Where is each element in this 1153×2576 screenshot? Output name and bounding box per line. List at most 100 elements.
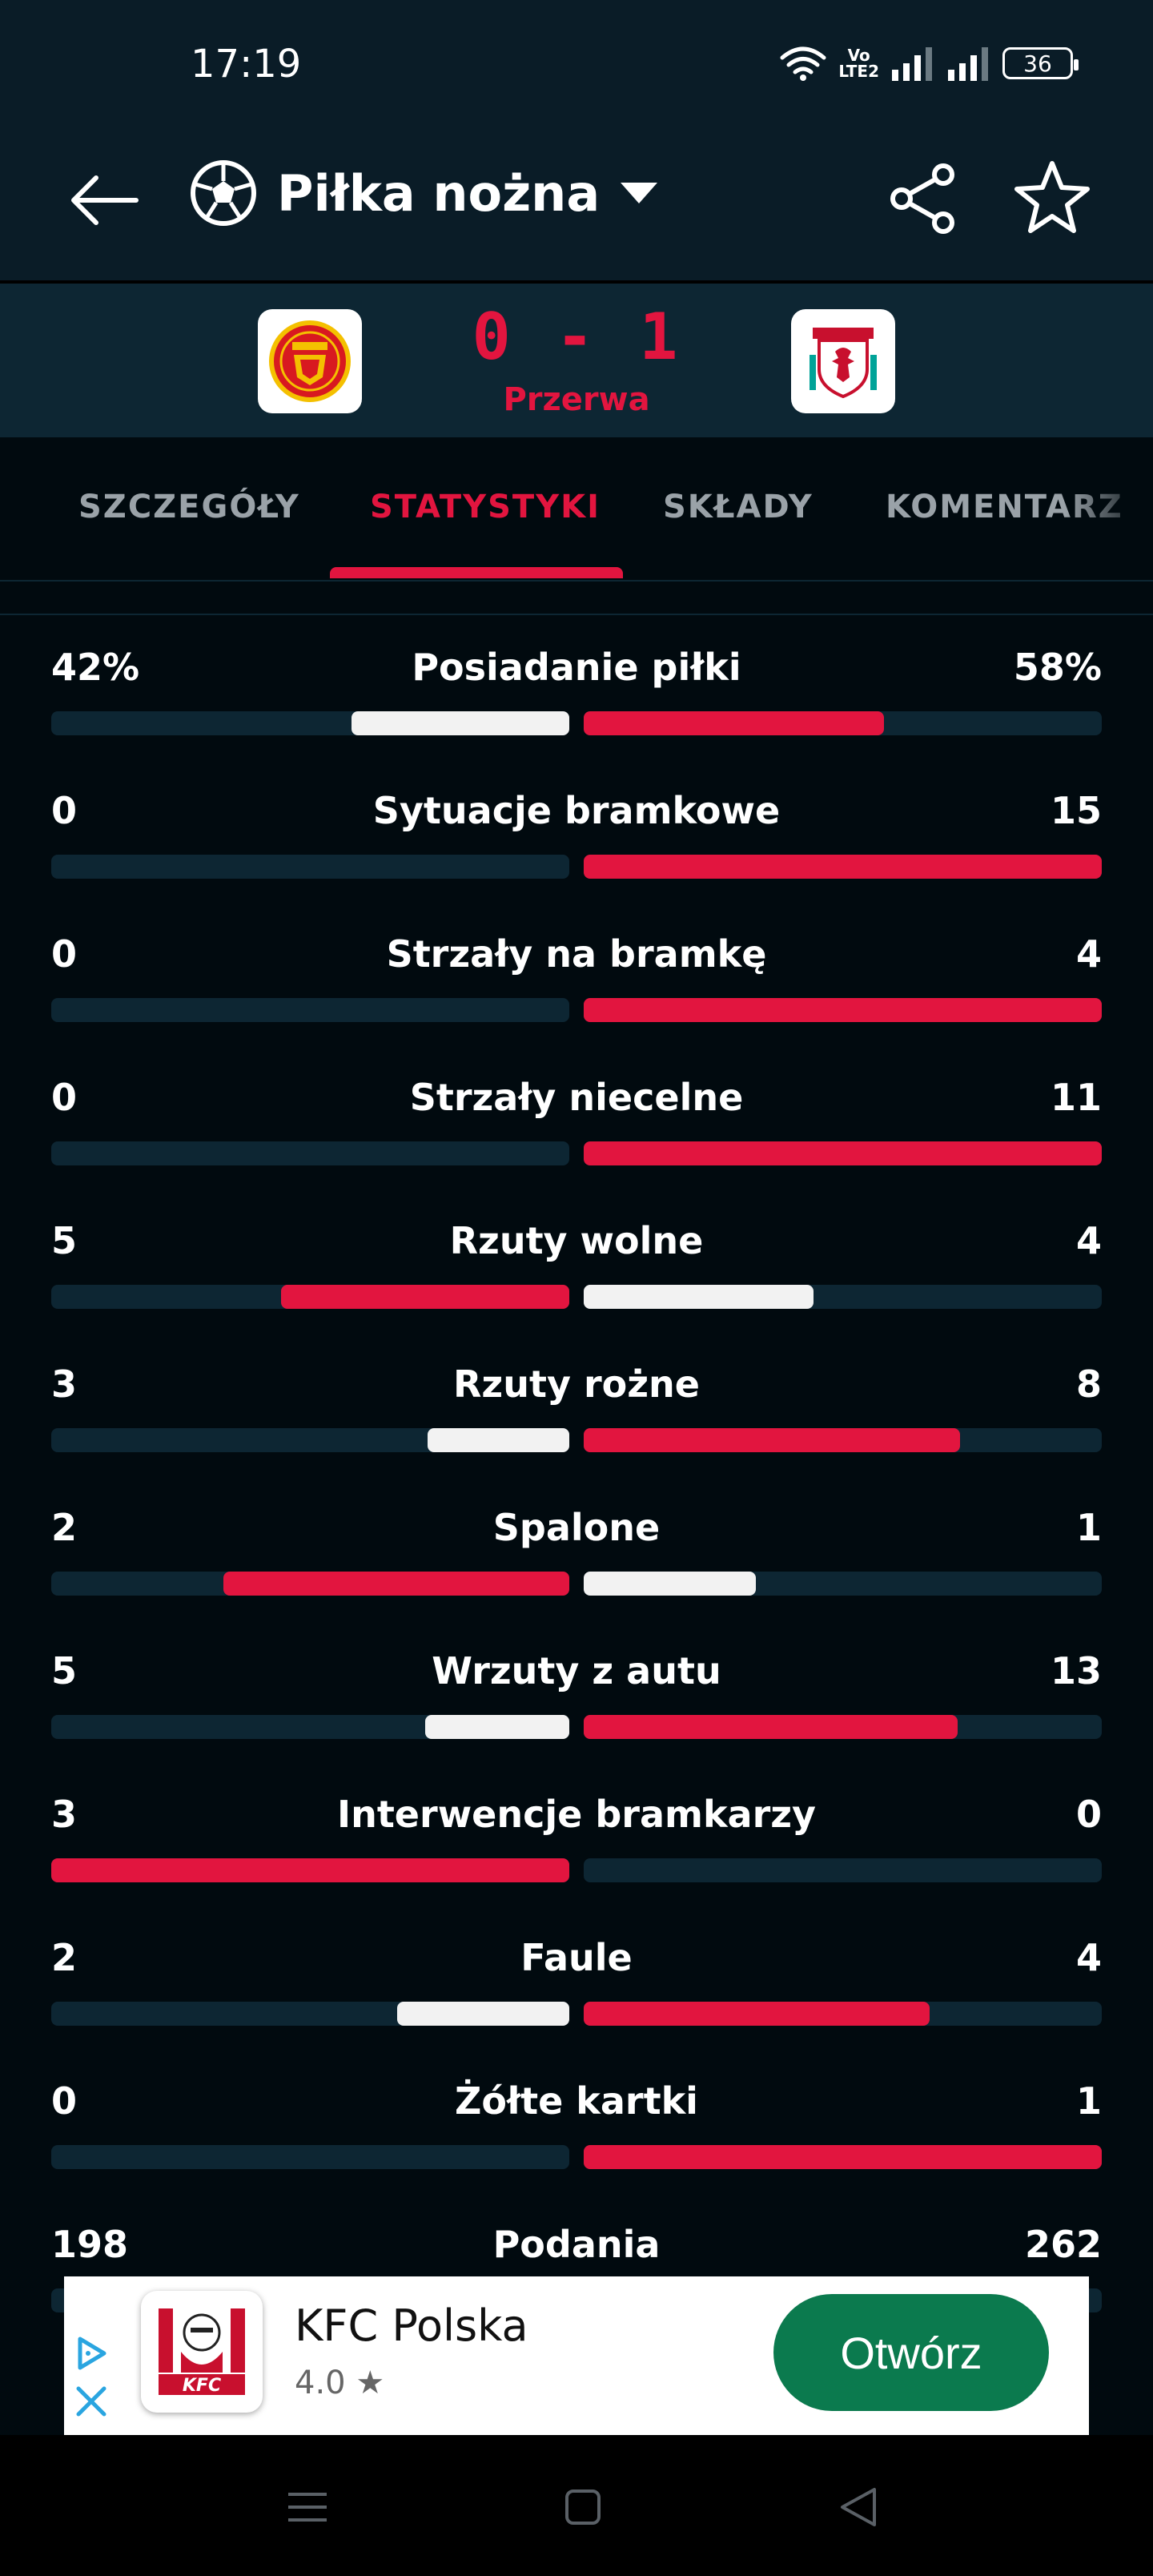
app-bar: Piłka nożna [0,128,1153,280]
signal-icon [948,47,988,81]
divider [0,614,1153,615]
ad-rating: 4.0 ★ [295,2365,385,2401]
stat-away-bar [584,1428,960,1452]
kfc-logo-icon: KFC [159,2308,245,2396]
home-team-crest[interactable] [258,309,362,413]
tabs-fade [1065,437,1153,582]
stat-name: Spalone [492,1506,661,1549]
stat-away-track [584,1858,1102,1882]
stat-away-value: 262 [1024,2223,1102,2266]
stat-name: Faule [520,1936,633,1979]
tab-bar: SZCZEGÓŁY STATYSTYKI SKŁADY KOMENTARZ [0,437,1153,582]
stat-home-bar [425,1715,569,1739]
stat-home-track [51,1715,569,1739]
stat-home-bar [428,1428,569,1452]
stat-home-bar [397,2002,569,2026]
stat-away-bar [584,1141,1102,1165]
stat-home-value: 3 [51,1793,78,1836]
wifi-icon [780,46,826,81]
stat-row: 0 Strzały na bramkę 4 [51,902,1102,1045]
tab-statystyki[interactable]: STATYSTYKI [370,489,601,525]
stat-away-value: 58% [1013,646,1102,689]
stat-home-value: 0 [51,789,78,832]
home-square-icon[interactable] [559,2483,607,2531]
stat-away-bar [584,998,1102,1022]
active-tab-indicator [330,567,623,578]
stat-home-value: 0 [51,2079,78,2123]
back-arrow-icon[interactable] [64,160,144,240]
stat-row: 5 Wrzuty z autu 13 [51,1619,1102,1762]
tab-szczegoly[interactable]: SZCZEGÓŁY [78,489,300,525]
dropdown-caret-icon [621,183,658,203]
battery-icon: 36 [1002,47,1079,79]
status-bar: 17:19 Vo LTE2 36 [0,0,1153,128]
away-team-crest[interactable] [791,309,895,413]
ad-open-button[interactable]: Otwórz [773,2294,1049,2411]
stat-row: 2 Faule 4 [51,1906,1102,2049]
stat-home-track [51,2145,569,2169]
stat-home-track [51,1285,569,1309]
volte-line2: LTE2 [838,62,879,81]
stat-home-track [51,1858,569,1882]
stat-row: 0 Strzały niecelne 11 [51,1045,1102,1189]
stat-row: 5 Rzuty wolne 4 [51,1189,1102,1332]
stat-away-track [584,1428,1102,1452]
stat-away-value: 4 [1075,1936,1102,1979]
stat-name: Żółte kartki [455,2079,698,2123]
stat-away-value: 1 [1075,1506,1102,1549]
stat-away-track [584,1285,1102,1309]
stat-away-bar [584,1572,756,1596]
manchester-united-crest [269,320,351,402]
star-icon[interactable] [1012,157,1092,237]
menu-icon[interactable] [283,2483,331,2531]
stat-home-track [51,1428,569,1452]
stat-away-bar [584,2002,930,2026]
stat-row: 0 Żółte kartki 1 [51,2049,1102,2192]
sport-selector[interactable]: Piłka nożna [189,159,659,227]
stat-home-bar [281,1285,569,1309]
volte-indicator: Vo LTE2 [838,47,879,79]
adchoices-icon[interactable] [72,2334,110,2373]
kfc-logo-text: KFC [183,2376,221,2396]
stat-away-track [584,711,1102,735]
score-header: 0 - 1 Przerwa [0,284,1153,437]
status-time: 17:19 [191,42,302,87]
stat-away-value: 4 [1075,932,1102,976]
stat-home-track [51,711,569,735]
stat-away-value: 0 [1075,1793,1102,1836]
stat-away-value: 11 [1050,1076,1102,1119]
stat-away-track [584,2002,1102,2026]
back-triangle-icon[interactable] [834,2483,882,2531]
sport-title: Piłka nożna [277,163,601,223]
stat-away-bar [584,711,884,735]
signal-icon [892,47,932,81]
divider [0,280,1153,284]
stat-home-value: 5 [51,1649,78,1693]
stat-home-track [51,998,569,1022]
close-icon[interactable] [72,2382,110,2421]
stat-name: Rzuty rożne [453,1362,700,1406]
stat-home-track [51,1141,569,1165]
tab-sklady[interactable]: SKŁADY [663,489,814,525]
stat-home-track [51,855,569,879]
stat-away-bar [584,1715,958,1739]
stat-row: 3 Interwencje bramkarzy 0 [51,1762,1102,1906]
ad-banner[interactable]: KFC KFC Polska 4.0 ★ Otwórz [64,2276,1089,2435]
stat-away-value: 13 [1050,1649,1102,1693]
stat-away-bar [584,855,1102,879]
stat-away-value: 8 [1075,1362,1102,1406]
stat-away-value: 15 [1050,789,1102,832]
soccer-ball-icon [191,160,256,226]
stat-row: 2 Spalone 1 [51,1475,1102,1619]
match-status: Przerwa [503,381,650,418]
stat-name: Podania [492,2223,661,2266]
divider [0,580,1153,582]
match-score: 0 - 1 [472,300,681,374]
stat-name: Strzały niecelne [409,1076,744,1119]
share-icon[interactable] [887,157,959,237]
stat-home-track [51,1572,569,1596]
stat-home-value: 5 [51,1219,78,1262]
stat-name: Wrzuty z autu [432,1649,721,1693]
stat-row: 42% Posiadanie piłki 58% [51,615,1102,759]
ad-title: KFC Polska [295,2300,528,2351]
